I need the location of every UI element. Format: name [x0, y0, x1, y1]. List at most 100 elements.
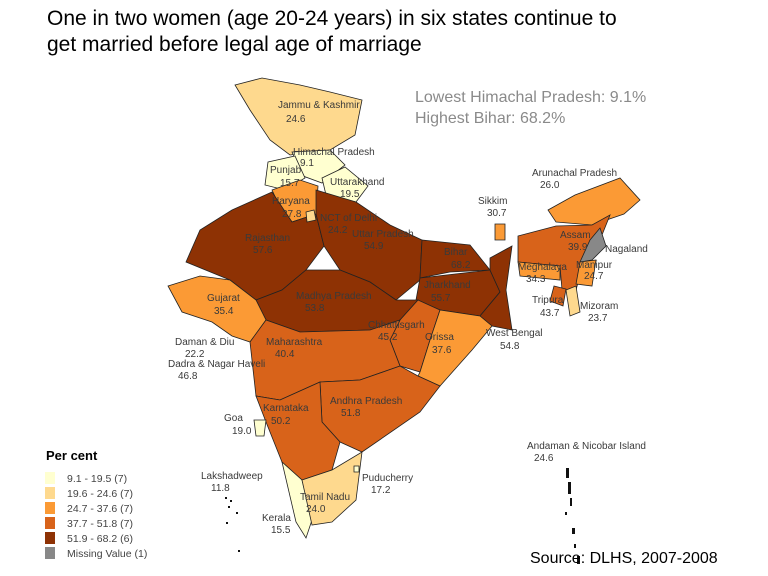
label-value: 23.7 [588, 313, 608, 324]
label-value: 57.6 [253, 245, 273, 256]
andaman-nicobar-islands [565, 468, 580, 564]
label-value: 22.2 [185, 349, 205, 360]
label-value: 54.9 [364, 241, 384, 252]
region-orissa [417, 309, 493, 387]
region-tamil-nadu [301, 451, 363, 526]
label-name: Meghalaya [518, 262, 567, 273]
label-name: Jammu & Kashmir [278, 100, 360, 111]
lakshadweep-islands [225, 497, 240, 552]
label-value: 39.9 [568, 242, 588, 253]
label-name: Manipur [576, 260, 613, 271]
label-name: Maharashtra [266, 337, 323, 348]
region-puducherry [353, 465, 360, 473]
label-value: 15.7 [280, 178, 300, 189]
region-tripura [549, 285, 567, 307]
label-name: Tripura [532, 295, 564, 306]
legend-swatch [45, 547, 55, 559]
label-name: Puducherry [362, 473, 413, 484]
label-value: 17.2 [371, 485, 391, 496]
label-name: Jharkhand [424, 280, 471, 291]
region-manipur [575, 259, 597, 287]
label-value: 37.6 [432, 345, 452, 356]
region-delhi [305, 209, 317, 223]
label-name: Kerala [262, 513, 291, 524]
label-value: 30.7 [487, 208, 507, 219]
label-value: 40.4 [275, 349, 295, 360]
label-value: 19.5 [340, 189, 360, 200]
label-value: 45.2 [378, 332, 398, 343]
legend-swatch [45, 502, 55, 514]
legend-label: 51.9 - 68.2 (6) [67, 533, 133, 545]
label-name: Sikkim [478, 196, 507, 207]
label-value: 54.8 [500, 341, 520, 352]
legend-title: Per cent [46, 448, 98, 463]
label-name: Arunachal Pradesh [532, 168, 617, 179]
label-name: Chhattisgarh [368, 320, 425, 331]
label-value: 15.5 [271, 525, 291, 536]
region-kerala [281, 460, 313, 539]
region-jammu-kashmir [234, 77, 363, 156]
label-name: Karnataka [263, 403, 309, 414]
label-name: Haryana [272, 196, 310, 207]
legend-label: 37.7 - 51.8 (7) [67, 518, 133, 530]
region-karnataka [255, 381, 341, 481]
label-value: 24.6 [534, 453, 554, 464]
label-value: 55.7 [431, 293, 451, 304]
title-line-1: One in two women (age 20-24 years) in si… [47, 7, 617, 30]
label-name: Nagaland [605, 244, 648, 255]
region-uttarakhand [321, 166, 369, 203]
label-value: 51.8 [341, 408, 361, 419]
label-value: 68.2 [451, 260, 471, 271]
region-mizoram [565, 285, 581, 317]
label-name: NCT of Delhi [320, 213, 377, 224]
label-name: Dadra & Nagar Haveli [168, 359, 265, 370]
legend: Per cent 9.1 - 19.5 (7) 19.6 - 24.6 (7) 24… [45, 448, 147, 560]
label-value: 19.0 [232, 426, 252, 437]
region-sikkim [494, 223, 506, 241]
label-value: 34.3 [526, 274, 546, 285]
region-goa [253, 419, 267, 437]
label-value: 24.6 [286, 114, 306, 125]
label-name: Rajasthan [245, 233, 290, 244]
region-meghalaya [517, 261, 561, 281]
label-name: Daman & Diu [175, 337, 234, 348]
label-value: 35.4 [214, 306, 234, 317]
title-line-2: get married before legal age of marriage [47, 33, 422, 56]
label-name: Andaman & Nicobar Island [527, 441, 646, 452]
label-name: Madhya Pradesh [296, 291, 372, 302]
region-arunachal-pradesh [547, 177, 641, 226]
label-name: West Bengal [486, 328, 543, 339]
legend-swatch [45, 532, 55, 544]
label-name: Bihar [444, 247, 468, 258]
label-value: 9.1 [300, 158, 314, 169]
label-value: 24.7 [584, 271, 604, 282]
label-name: Mizoram [580, 301, 618, 312]
map-title: One in two women (age 20-24 years) in si… [47, 6, 617, 58]
legend-swatch [45, 487, 55, 499]
label-value: 46.8 [178, 371, 198, 382]
annotation-highest: Highest Bihar: 68.2% [415, 110, 565, 127]
legend-label: 24.7 - 37.6 (7) [67, 503, 133, 515]
label-value: 50.2 [271, 416, 291, 427]
label-value: 11.8 [211, 483, 230, 494]
label-name: Lakshadweep [201, 471, 263, 482]
region-bihar [419, 239, 491, 279]
label-value: 26.0 [540, 180, 560, 191]
label-name: Orissa [425, 332, 454, 343]
label-name: Gujarat [207, 293, 240, 304]
label-name: Goa [224, 413, 243, 424]
label-name: Punjab [270, 165, 302, 176]
label-value: 43.7 [540, 308, 560, 319]
legend-label: Missing Value (1) [67, 548, 147, 560]
legend-label: 9.1 - 19.5 (7) [67, 473, 127, 485]
legend-swatch [45, 472, 55, 484]
label-name: Assam [560, 230, 591, 241]
label-name: Uttarakhand [330, 177, 384, 188]
label-value: 27.8 [282, 209, 302, 220]
label-value: 53.8 [305, 303, 325, 314]
annotation-lowest: Lowest Himachal Pradesh: 9.1% [415, 89, 646, 106]
legend-label: 19.6 - 24.6 (7) [67, 488, 133, 500]
label-name: Andhra Pradesh [330, 396, 402, 407]
source-note: Source: DLHS, 2007-2008 [530, 550, 718, 567]
